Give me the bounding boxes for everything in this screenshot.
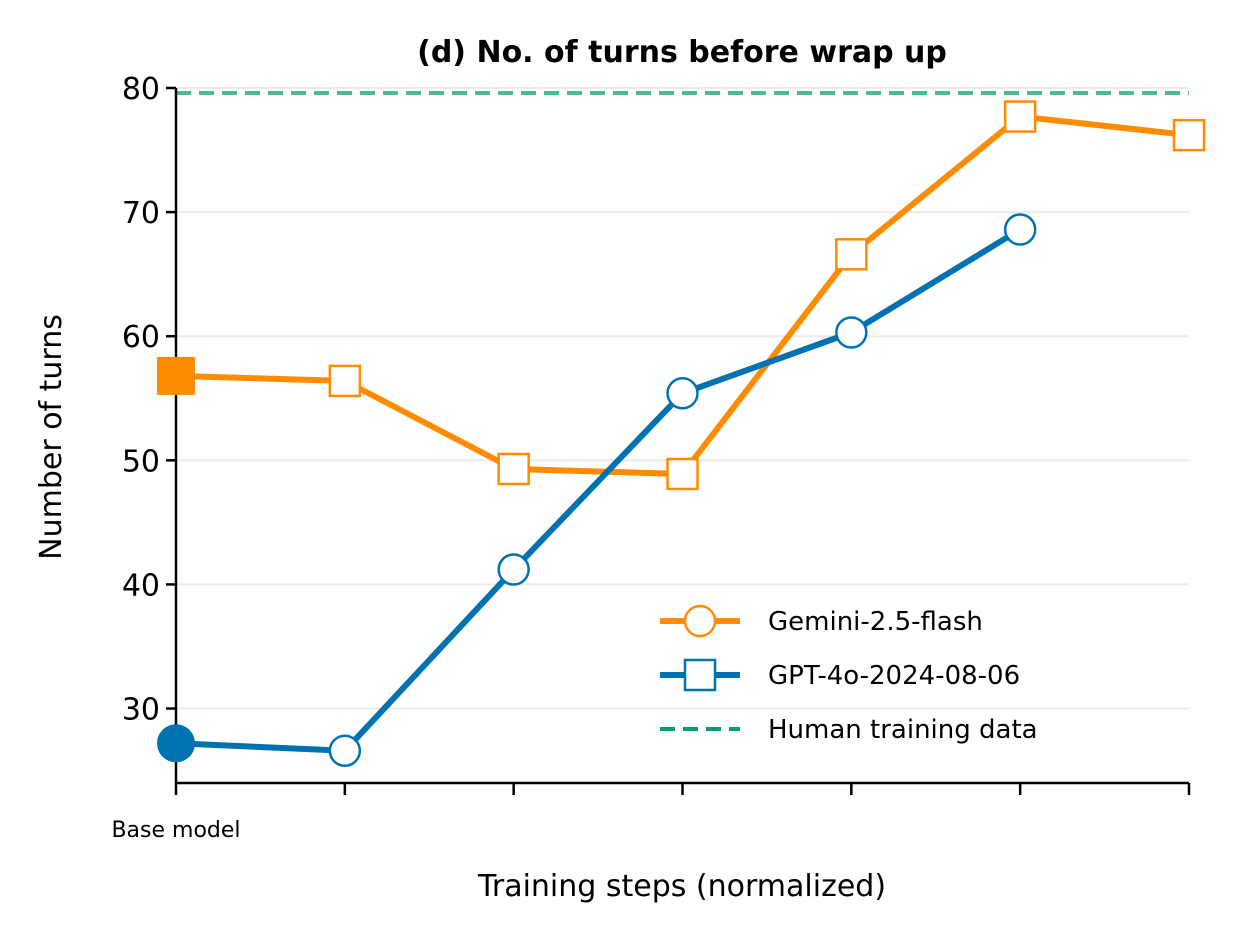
y-tick-label-40: 40 [122, 568, 160, 603]
data-point-1-5 [1003, 213, 1037, 246]
x-tick-label-0: Base model [111, 818, 240, 843]
legend-label-1: GPT-4o-2024-08-06 [768, 661, 1020, 691]
data-point-0-0 [157, 356, 195, 395]
y-tick-label-80: 80 [122, 72, 160, 107]
data-point-0-6 [1172, 118, 1206, 152]
data-point-0-5 [1003, 100, 1037, 133]
data-point-0-3 [666, 457, 699, 491]
chart-title: (d) No. of turns before wrap up [417, 35, 947, 70]
axes: 30 40 50 60 70 80 Base model [111, 72, 1191, 843]
legend: Gemini-2.5-flash GPT-4o-2024-08-06 Human t… [660, 604, 1038, 745]
x-axis-label: Training steps (normalized) [477, 869, 886, 904]
data-point-1-1 [328, 734, 362, 767]
data-point-1-4 [835, 316, 868, 349]
legend-marker-1 [683, 658, 717, 692]
legend-label-0: Gemini-2.5-flash [768, 607, 983, 637]
data-point-1-0 [157, 724, 195, 763]
data-point-0-1 [328, 364, 362, 398]
y-tick-label-60: 60 [122, 320, 160, 355]
data-point-0-4 [835, 238, 868, 271]
y-axis-label: Number of turns [34, 314, 69, 560]
y-tick-label-30: 30 [122, 693, 160, 728]
data-point-1-2 [497, 553, 530, 586]
legend-marker-0 [683, 604, 717, 638]
data-point-1-3 [666, 377, 699, 410]
y-tick-label-50: 50 [122, 444, 160, 479]
legend-label-ref-0: Human training data [768, 715, 1038, 745]
series-line-0 [175, 113, 1190, 477]
data-point-0-2 [497, 452, 530, 486]
y-tick-label-70: 70 [122, 196, 160, 231]
series [157, 100, 1206, 767]
series-line-1 [175, 226, 1022, 754]
